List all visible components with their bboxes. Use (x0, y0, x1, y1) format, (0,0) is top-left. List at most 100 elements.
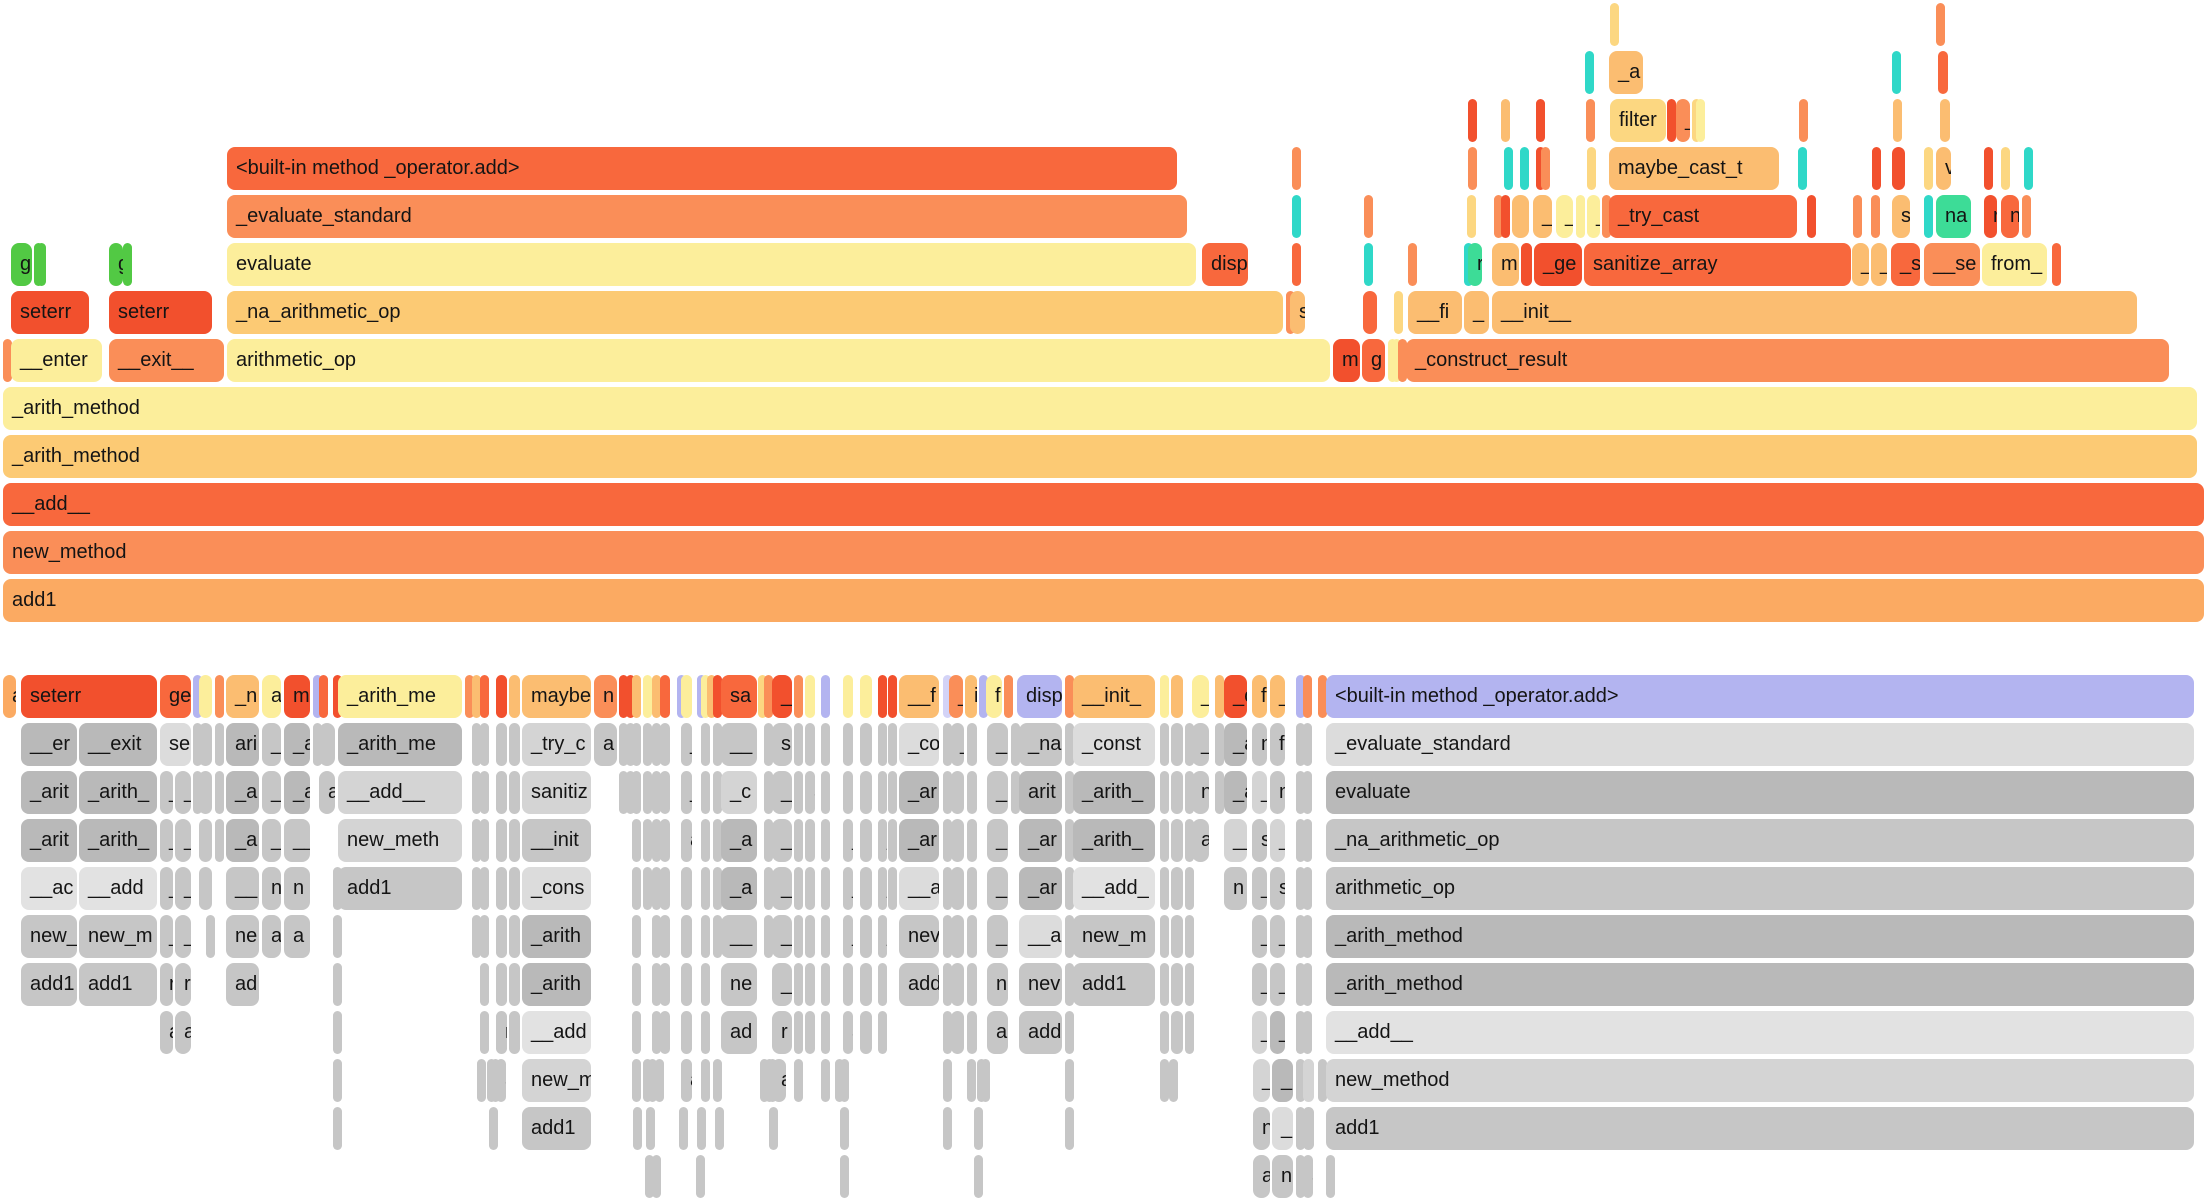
frame[interactable] (821, 771, 830, 814)
frame[interactable] (643, 723, 652, 766)
frame[interactable] (805, 723, 815, 766)
frame[interactable] (878, 723, 887, 766)
frame[interactable] (632, 1059, 641, 1102)
frame[interactable] (821, 1011, 830, 1054)
frame[interactable] (764, 771, 773, 814)
frame[interactable] (1185, 963, 1194, 1006)
frame[interactable] (1303, 867, 1312, 910)
frame[interactable] (713, 675, 722, 718)
frame-add[interactable]: add (899, 963, 939, 1006)
frame[interactable] (509, 723, 520, 766)
frame-maybe-cast-t[interactable]: maybe_cast_t (1609, 147, 1779, 190)
frame[interactable] (509, 915, 520, 958)
frame[interactable] (1185, 819, 1194, 862)
frame-a[interactable]: _a (226, 771, 259, 814)
frame[interactable] (794, 771, 803, 814)
frame[interactable] (496, 723, 507, 766)
frame[interactable] (1296, 1155, 1305, 1198)
frame[interactable] (1394, 291, 1403, 334)
frame[interactable] (1296, 1059, 1305, 1102)
frame[interactable] (646, 1107, 655, 1150)
frame[interactable] (805, 867, 815, 910)
frame[interactable] (1940, 99, 1950, 142)
frame[interactable] (660, 819, 670, 862)
frame-new-method[interactable]: new_method (1326, 1059, 2194, 1102)
frame[interactable] (1065, 963, 1074, 1006)
frame[interactable] (1185, 1011, 1194, 1054)
frame[interactable]: _ (1192, 675, 1209, 718)
frame-a[interactable]: a (681, 1059, 692, 1102)
frame[interactable] (496, 819, 507, 862)
frame-add1[interactable]: add1 (1073, 963, 1155, 1006)
frame-a[interactable]: a (496, 1059, 506, 1102)
frame[interactable] (843, 723, 853, 766)
frame-s[interactable]: s (1892, 195, 1910, 238)
frame[interactable] (981, 1059, 990, 1102)
frame[interactable] (1065, 1107, 1074, 1150)
frame[interactable]: _ (1871, 243, 1887, 286)
frame[interactable]: _ (1270, 675, 1285, 718)
frame[interactable] (1160, 963, 1169, 1006)
frame[interactable] (1303, 1011, 1312, 1054)
frame[interactable] (967, 867, 977, 910)
frame[interactable] (715, 1107, 724, 1150)
frame-a[interactable]: a (772, 1059, 786, 1102)
frame-new-m[interactable]: new_m (522, 1059, 591, 1102)
frame[interactable] (1065, 771, 1074, 814)
frame[interactable] (943, 771, 952, 814)
frame-maybe[interactable]: maybe (522, 675, 591, 718)
frame[interactable] (1807, 195, 1816, 238)
frame-f[interactable]: f (1252, 675, 1267, 718)
frame[interactable]: _ (878, 867, 887, 910)
frame[interactable] (652, 915, 661, 958)
frame[interactable] (2024, 147, 2033, 190)
frame[interactable] (1215, 675, 1224, 718)
frame-s[interactable]: s (1252, 819, 1267, 862)
frame[interactable]: __ (1224, 819, 1247, 862)
frame[interactable] (713, 867, 722, 910)
frame[interactable] (794, 723, 803, 766)
frame[interactable] (943, 819, 952, 862)
frame[interactable] (1171, 963, 1183, 1006)
frame[interactable] (1292, 195, 1301, 238)
frame-seterr[interactable]: seterr (109, 291, 212, 334)
frame[interactable] (1924, 195, 1933, 238)
frame[interactable] (215, 675, 224, 718)
frame[interactable] (696, 1155, 705, 1198)
frame[interactable]: _ (772, 771, 792, 814)
frame-seterr[interactable]: seterr (21, 675, 157, 718)
frame[interactable] (333, 675, 342, 718)
frame[interactable] (805, 915, 815, 958)
frame[interactable] (660, 1011, 670, 1054)
frame[interactable] (1215, 723, 1224, 766)
frame[interactable] (655, 1059, 664, 1102)
frame-evaluate[interactable]: evaluate (227, 243, 1196, 286)
frame[interactable] (697, 1107, 706, 1150)
frame[interactable] (472, 819, 481, 862)
frame[interactable]: _ (951, 723, 964, 766)
frame[interactable] (840, 1155, 849, 1198)
frame[interactable] (1303, 915, 1312, 958)
frame[interactable] (1893, 99, 1902, 142)
frame[interactable] (643, 867, 652, 910)
frame-i[interactable]: i (965, 675, 977, 718)
frame[interactable] (193, 675, 202, 718)
frame[interactable] (701, 675, 710, 718)
frame-a[interactable]: _a (1609, 51, 1643, 94)
frame[interactable] (491, 1059, 500, 1102)
frame-fi[interactable]: __fi (1408, 291, 1462, 334)
frame-ar[interactable]: _ar (1019, 819, 1062, 862)
frame[interactable] (1536, 147, 1545, 190)
frame[interactable]: _ (175, 771, 191, 814)
frame[interactable] (1171, 915, 1183, 958)
frame[interactable] (860, 915, 872, 958)
frame-arithmetic-op[interactable]: arithmetic_op (227, 339, 1330, 382)
frame-sanitiz[interactable]: sanitiz (522, 771, 591, 814)
frame[interactable] (626, 723, 635, 766)
frame[interactable] (1872, 147, 1881, 190)
frame-a[interactable]: _a (284, 771, 310, 814)
frame-arith-method[interactable]: _arith_method (3, 435, 2197, 478)
frame-add[interactable]: __add__ (3, 483, 2204, 526)
frame-m[interactable]: m (284, 675, 310, 718)
frame[interactable] (1160, 867, 1169, 910)
